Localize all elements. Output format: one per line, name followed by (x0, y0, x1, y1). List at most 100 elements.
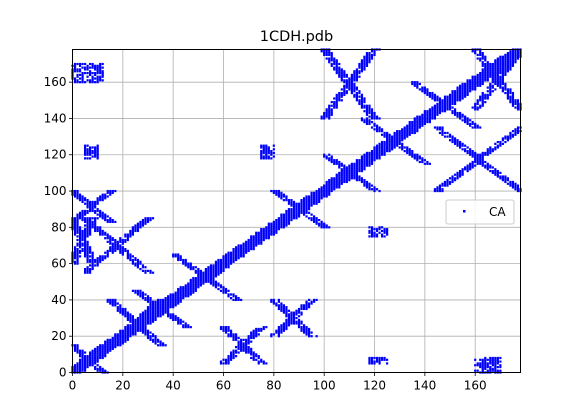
data-point (350, 175, 353, 178)
data-point (328, 117, 331, 120)
data-point (124, 333, 127, 336)
data-point (76, 365, 79, 369)
data-point (353, 71, 356, 75)
data-point (456, 95, 459, 98)
data-point (141, 224, 145, 227)
data-point (441, 130, 444, 133)
data-point (106, 347, 109, 351)
data-point (131, 318, 135, 321)
data-point (222, 287, 225, 291)
data-point (76, 195, 79, 198)
data-point (446, 106, 449, 109)
data-point (260, 242, 263, 245)
data-point (363, 64, 366, 67)
data-point (224, 327, 228, 331)
data-point (192, 289, 195, 292)
data-point (514, 182, 517, 185)
data-point (204, 275, 207, 278)
data-point (272, 333, 275, 336)
data-point (126, 338, 129, 341)
data-point (76, 218, 79, 222)
data-point (355, 169, 359, 173)
data-point (411, 122, 414, 125)
data-point (441, 189, 444, 193)
data-point (476, 57, 479, 60)
data-point (305, 195, 308, 198)
data-point (476, 369, 479, 372)
data-point (101, 344, 104, 347)
data-point (146, 300, 150, 303)
data-point (129, 315, 132, 318)
data-point (486, 151, 489, 155)
data-point (335, 182, 338, 185)
data-point (353, 177, 356, 180)
data-point (146, 297, 150, 300)
data-point (476, 126, 479, 129)
data-point (451, 177, 454, 180)
data-point (81, 349, 84, 352)
data-point (134, 320, 137, 323)
data-point (247, 336, 250, 340)
data-point (282, 193, 286, 196)
data-point (139, 289, 142, 292)
data-point (280, 326, 283, 329)
data-point (124, 248, 127, 251)
data-point (270, 333, 273, 336)
data-point (156, 300, 160, 303)
data-point (270, 157, 273, 160)
data-point (479, 365, 482, 369)
data-point (179, 258, 182, 262)
data-point (421, 122, 424, 125)
data-point (401, 131, 404, 135)
data-point (227, 255, 230, 258)
data-point (511, 135, 515, 138)
data-point (73, 344, 77, 347)
data-point (401, 128, 404, 131)
data-point (418, 160, 421, 164)
data-point (126, 255, 129, 258)
data-point (96, 358, 99, 361)
data-point (489, 150, 492, 153)
data-point (194, 280, 197, 283)
data-point (86, 157, 89, 160)
data-point (479, 79, 482, 82)
data-point (101, 199, 104, 202)
data-point (373, 52, 376, 55)
data-point (489, 64, 492, 67)
data-point (491, 79, 494, 82)
data-point (458, 93, 462, 96)
data-point (78, 62, 82, 66)
data-point (315, 335, 318, 338)
data-point (386, 144, 389, 147)
data-point (388, 148, 391, 151)
data-point (182, 295, 185, 298)
data-point (448, 182, 452, 185)
data-point (224, 291, 228, 294)
data-point (325, 184, 328, 187)
data-point (300, 202, 303, 205)
data-point (177, 302, 180, 305)
data-point (398, 137, 401, 140)
data-point (325, 186, 328, 189)
data-point (496, 365, 499, 369)
data-point (136, 258, 140, 262)
data-point (139, 291, 142, 294)
data-point (481, 62, 484, 66)
data-point (119, 249, 122, 253)
data-point (255, 335, 258, 338)
data-point (219, 258, 223, 262)
data-point (189, 280, 192, 283)
data-point (448, 95, 452, 98)
data-point (106, 342, 109, 345)
data-point (111, 344, 114, 347)
data-point (461, 171, 464, 174)
data-point (89, 264, 92, 267)
data-point (81, 242, 84, 245)
data-point (240, 342, 243, 345)
data-point (340, 88, 343, 91)
data-point (501, 59, 504, 62)
data-point (131, 315, 135, 318)
data-point (156, 298, 160, 302)
data-point (73, 77, 77, 80)
data-point (476, 77, 479, 80)
